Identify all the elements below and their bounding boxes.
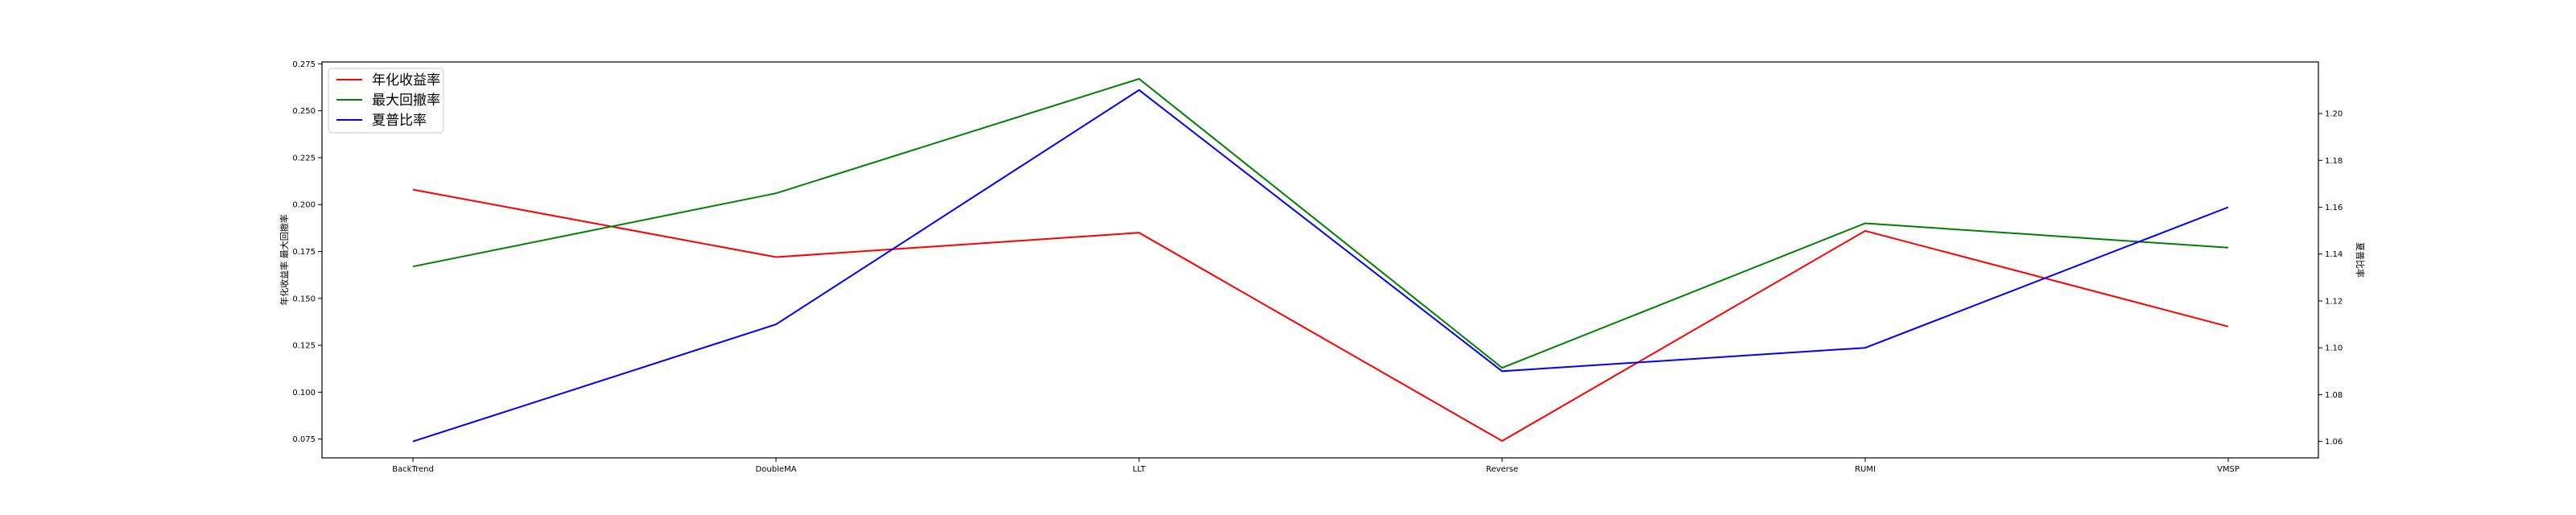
left-tick-label-0: 0.075 bbox=[292, 435, 316, 444]
legend-label-annual-return: 年化收益率 bbox=[372, 72, 440, 89]
series-line-max-drawdown bbox=[412, 77, 2229, 369]
series-line-annual-return bbox=[412, 188, 2229, 443]
right-tick-label-3: 1.12 bbox=[2325, 297, 2343, 306]
right-tick-label-1: 1.08 bbox=[2325, 391, 2343, 400]
left-tick-label-7: 0.250 bbox=[292, 107, 316, 116]
right-tick-label-2: 1.10 bbox=[2325, 344, 2343, 353]
left-tick-label-3: 0.150 bbox=[292, 295, 316, 303]
legend-label-sharpe-ratio: 夏普比率 bbox=[372, 113, 427, 129]
left-tick-label-5: 0.200 bbox=[292, 201, 316, 210]
legend-label-max-drawdown: 最大回撤率 bbox=[372, 93, 440, 109]
series-lines bbox=[412, 77, 2229, 443]
left-tick-label-4: 0.175 bbox=[292, 248, 316, 257]
x-tick-label-vmsp: VMSP bbox=[2217, 465, 2240, 474]
left-tick-label-2: 0.125 bbox=[292, 342, 316, 351]
left-y-axis: 0.075 0.100 0.125 0.150 0.175 0.200 0.225 0.250… bbox=[292, 60, 322, 444]
plot-frame bbox=[321, 61, 2319, 459]
series-line-sharpe-ratio bbox=[412, 89, 2229, 443]
x-axis: BackTrend DoubleMA LLT Reverse RUMI VMSP bbox=[392, 458, 2240, 474]
right-tick-label-5: 1.16 bbox=[2325, 204, 2343, 212]
right-y-axis: 1.06 1.08 1.10 1.12 1.14 1.16 1.18 1.20 bbox=[2318, 110, 2343, 447]
left-tick-label-1: 0.100 bbox=[292, 389, 316, 398]
x-tick-label-llt: LLT bbox=[1133, 465, 1146, 474]
x-tick-label-backtrend: BackTrend bbox=[392, 465, 434, 474]
left-tick-label-6: 0.225 bbox=[292, 154, 316, 163]
left-tick-label-8: 0.275 bbox=[292, 60, 316, 69]
x-tick-label-doublema: DoubleMA bbox=[756, 465, 797, 474]
x-tick-label-rumi: RUMI bbox=[1855, 465, 1876, 474]
right-tick-label-6: 1.18 bbox=[2325, 157, 2343, 166]
right-y-axis-title: 夏普比率 bbox=[2355, 242, 2366, 278]
right-tick-label-4: 1.14 bbox=[2325, 250, 2343, 259]
right-tick-label-7: 1.20 bbox=[2325, 110, 2343, 119]
legend: 年化收益率 最大回撤率 夏普比率 bbox=[328, 68, 444, 134]
legend-frame bbox=[328, 68, 444, 134]
x-tick-label-reverse: Reverse bbox=[1486, 465, 1518, 474]
left-y-axis-title: 年化收益率 最大回撤率 bbox=[279, 214, 290, 306]
right-tick-label-0: 1.06 bbox=[2325, 438, 2343, 447]
